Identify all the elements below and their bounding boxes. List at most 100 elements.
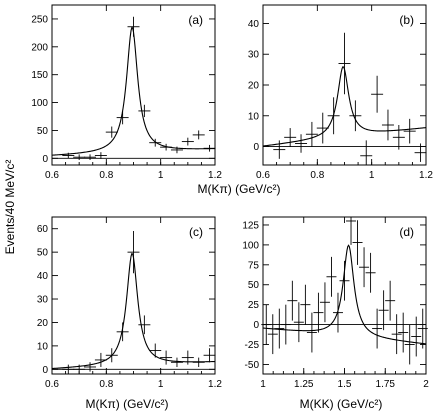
panel-b-ytick-label: 30 (248, 50, 260, 61)
panel-c-ytick-label: 50 (37, 248, 49, 259)
panel-d-data-point (280, 304, 291, 345)
panel-a-fit-curve (51, 26, 216, 156)
panel-c-xtick-label: 1.2 (208, 379, 222, 390)
panel-d-data-point (411, 316, 422, 357)
panel-c-data-point (73, 364, 86, 374)
panel-b-data-point (316, 112, 329, 144)
panel-d-data-point (313, 292, 324, 333)
panel-d-data-point (274, 308, 285, 349)
panel-b-data-point (273, 140, 286, 159)
panel-c-ytick-label: 30 (37, 295, 49, 306)
panel-a-ytick-label: 50 (37, 126, 49, 137)
panel-b-data-point (327, 97, 340, 135)
panel-d-data-point (378, 290, 389, 331)
panel-a-data-point (94, 152, 107, 159)
panel-d-xtick-label: 1.75 (376, 379, 396, 390)
panel-d-ytick-label: 125 (242, 220, 259, 231)
panel-a-data-point (170, 146, 183, 154)
panel-d-data-point (352, 220, 363, 265)
panel-c-data-point (170, 357, 183, 367)
panel-a-data-point (203, 144, 216, 152)
panel-d-ytick-label: 25 (248, 300, 260, 311)
panel-c-data-point (84, 362, 97, 372)
panel-d-data-point (287, 280, 298, 321)
panel-d-data-point (385, 280, 396, 321)
panel-a-data-point (62, 152, 75, 159)
panel-c-ytick-label: 20 (37, 318, 49, 329)
panel-c-ytick-label: 0 (42, 365, 48, 376)
panel-a-data-point (73, 154, 86, 160)
panel-c-data-point (203, 348, 216, 363)
panel-d-label: (d) (399, 225, 414, 239)
panel-a-data-point (160, 143, 173, 151)
panel-d-data-point (398, 312, 409, 353)
panel-d: 1 1.25 1.5 1.75 2 -50 -25 0 25 50 75 100 125 (d) (242, 216, 429, 390)
panel-b-data-point (284, 128, 297, 147)
panel-a-ytick-label: 100 (31, 98, 48, 109)
panel-b-data-point (360, 140, 373, 165)
panel-c-data-point (149, 343, 162, 358)
panel-a-data-point (127, 16, 140, 37)
panel-c-ytick-label: 10 (37, 341, 49, 352)
panel-a-label: (a) (188, 13, 203, 27)
panel-d-data-point (404, 324, 415, 365)
panel-b-label: (b) (399, 13, 414, 27)
panel-d-data-point (319, 282, 330, 323)
panel-b-xtick-label: 0.8 (310, 170, 324, 181)
panel-d-data-point (332, 292, 343, 333)
panel-c-xtick-label: 1 (158, 379, 164, 390)
panel-b-data-point (392, 125, 405, 150)
panel-c-xtick-label: 0.8 (99, 379, 113, 390)
panel-b-ytick-label: 0 (253, 142, 259, 153)
y-axis-title: Events/40 MeV/c² (3, 160, 17, 255)
panel-a-ytick-label: 200 (31, 42, 48, 53)
panel-b-data-point (295, 134, 308, 153)
panel-c-data-point (192, 357, 205, 367)
panel-c-data-point (94, 352, 107, 367)
panel-c-data-point (116, 322, 129, 342)
panel-b-data-point (381, 109, 394, 141)
panel-a-ytick-label: 250 (31, 14, 48, 25)
panel-c-ytick-label: 40 (37, 271, 49, 282)
panel-a-xtick-label: 0.8 (99, 170, 113, 181)
panel-a-xtick-label: 1.2 (208, 170, 222, 181)
panel-d-data-point (267, 314, 278, 355)
panel-d-xtick-label: 1.5 (338, 379, 352, 390)
panel-c-data-point (181, 350, 194, 365)
panel-c-data-point (62, 364, 75, 374)
panel-b-data-point (305, 121, 318, 147)
panel-d-data-point (326, 256, 337, 297)
panel-b-data-point (403, 118, 416, 144)
panel-d-ytick-label: 0 (253, 320, 259, 331)
panel-d-ytick-label: -50 (245, 360, 260, 371)
panel-d-xtick-label: 1 (260, 379, 266, 390)
panel-c-data-point (160, 350, 173, 365)
panel-a: 0.6 0.8 1 1.2 0 50 100 150 200 250 (a) (31, 4, 222, 181)
panel-b-data-point (349, 100, 362, 132)
panel-a-data-point (105, 126, 118, 138)
panel-d-data-point (391, 314, 402, 355)
panel-a-ytick-label: 150 (31, 70, 48, 81)
panel-d-xtick-label: 1.25 (294, 379, 314, 390)
x-axis-title-top: M(Kπ) (GeV/c²) (198, 182, 281, 196)
panel-d-xtick-label: 2 (423, 379, 429, 390)
panel-a-xtick-label: 1 (158, 170, 164, 181)
x-axis-title-d: M(KK) (GeV/c²) (300, 397, 383, 411)
panel-a-data-point (116, 110, 129, 125)
panel-c: 0.6 0.8 1 1.2 0 10 20 30 40 50 60 (c) (37, 216, 222, 390)
panel-c-ytick-label: 60 (37, 224, 49, 235)
panel-d-data-point (417, 308, 428, 349)
panel-d-ytick-label: 100 (242, 240, 259, 251)
panel-b-data-point (338, 32, 351, 95)
panel-b-ytick-label: 10 (248, 111, 260, 122)
panel-d-data-point (365, 252, 376, 293)
panel-d-data-point (293, 302, 304, 343)
panel-d-ytick-label: -25 (245, 340, 260, 351)
panel-a-ytick-label: 0 (42, 154, 48, 165)
panel-a-data-point (149, 138, 162, 147)
panel-d-data-point (306, 312, 317, 353)
panel-d-data-point (346, 217, 357, 245)
panel-d-data-point (372, 308, 383, 349)
panel-c-data-point (138, 315, 151, 335)
